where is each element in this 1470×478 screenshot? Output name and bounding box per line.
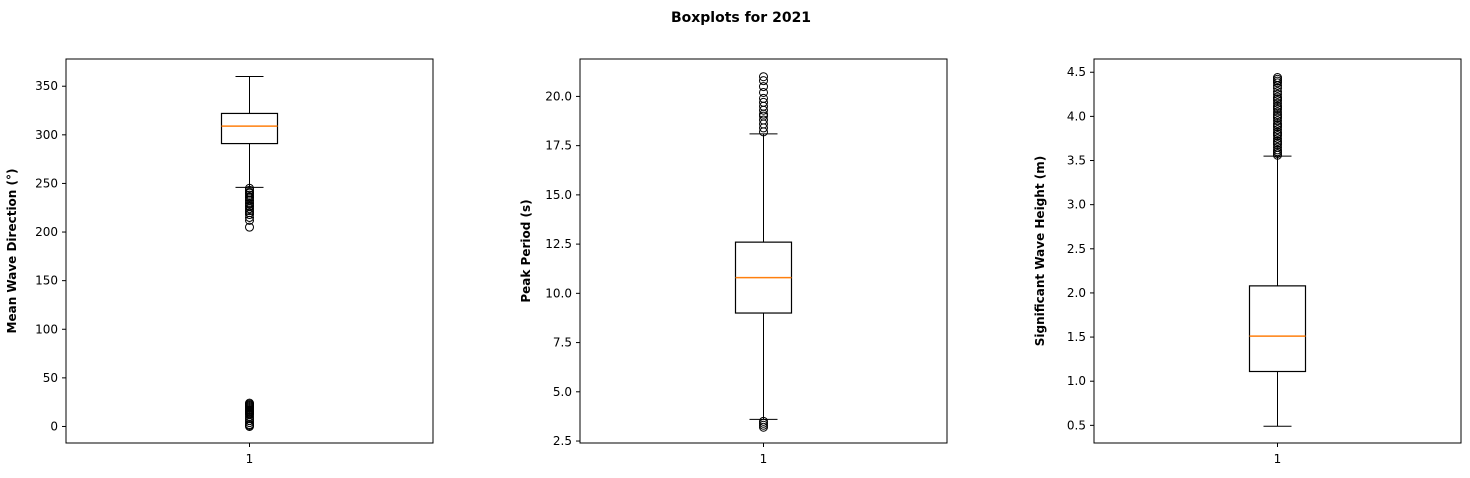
y-tick-label: 12.5 bbox=[545, 237, 572, 251]
outlier-point bbox=[1273, 95, 1282, 105]
outlier-point bbox=[245, 212, 254, 222]
outlier-point bbox=[1273, 83, 1282, 93]
y-tick-label: 4.0 bbox=[1067, 109, 1086, 123]
outlier-point bbox=[759, 127, 768, 137]
outlier-point bbox=[1273, 150, 1282, 160]
outlier-point bbox=[1273, 104, 1282, 114]
y-tick-label: 10.0 bbox=[545, 286, 572, 300]
outlier-point bbox=[1273, 87, 1282, 97]
subplot-3: 0.5 1.0 1.5 2.0 2.5 3.0 3.5 4.0 4.5 1 Significant … bbox=[1033, 58, 1462, 466]
figure-title: Boxplots for 2021 bbox=[671, 10, 811, 26]
outlier-point bbox=[245, 210, 254, 220]
y-tick-label: 20.0 bbox=[545, 89, 572, 103]
y-tick-label: 250 bbox=[35, 176, 58, 190]
outlier-point bbox=[245, 421, 254, 431]
outlier-point bbox=[1273, 125, 1282, 135]
subplot-1: 0 50 100 150 200 250 300 350 1 Mean Wave Directio… bbox=[5, 58, 434, 466]
outlier-point bbox=[1273, 113, 1282, 123]
y-tick-label: 2.0 bbox=[1067, 286, 1086, 300]
outlier-point bbox=[759, 72, 768, 82]
outlier-point bbox=[1273, 98, 1282, 108]
outlier-point bbox=[1273, 140, 1282, 150]
y-tick-label: 1.0 bbox=[1067, 374, 1086, 388]
y-axis-label: Mean Wave Direction (°) bbox=[5, 169, 19, 334]
y-tick-label: 50 bbox=[43, 371, 58, 385]
y-tick-label: 2.5 bbox=[1067, 242, 1086, 256]
x-tick-label: 1 bbox=[246, 452, 254, 466]
y-tick-label: 1.5 bbox=[1067, 330, 1086, 344]
y-tick-label: 2.5 bbox=[553, 434, 572, 448]
y-tick-label: 350 bbox=[35, 79, 58, 93]
outlier-point bbox=[759, 76, 768, 86]
outlier-point bbox=[759, 123, 768, 133]
y-tick-label: 4.5 bbox=[1067, 65, 1086, 79]
outlier-point bbox=[1273, 131, 1282, 141]
outlier-point bbox=[245, 215, 254, 225]
outlier-point bbox=[1273, 116, 1282, 126]
x-tick-label: 1 bbox=[760, 452, 768, 466]
iqr-box bbox=[1248, 285, 1307, 373]
y-tick-label: 0 bbox=[50, 419, 58, 433]
outlier-point bbox=[1273, 78, 1282, 88]
y-axis-label: Significant Wave Height (m) bbox=[1033, 156, 1047, 346]
subplots-group: 0 50 100 150 200 250 300 350 1 Mean Wave Directio… bbox=[5, 58, 1462, 466]
subplot-2: 2.5 5.0 7.5 10.0 12.5 15.0 17.5 20.0 1 Peak Perio… bbox=[519, 58, 948, 466]
outlier-point bbox=[759, 105, 768, 115]
outlier-point bbox=[245, 222, 254, 232]
y-tick-label: 200 bbox=[35, 225, 58, 239]
y-tick-label: 5.0 bbox=[553, 385, 572, 399]
y-tick-label: 15.0 bbox=[545, 188, 572, 202]
y-tick-label: 3.5 bbox=[1067, 154, 1086, 168]
outlier-point bbox=[759, 82, 768, 92]
outlier-point bbox=[759, 422, 768, 432]
outlier-point bbox=[759, 87, 768, 97]
outlier-point bbox=[1273, 80, 1282, 90]
outlier-point bbox=[1273, 133, 1282, 143]
iqr-box bbox=[220, 112, 279, 145]
outlier-point bbox=[1273, 122, 1282, 132]
y-axis-label: Peak Period (s) bbox=[519, 199, 533, 302]
outlier-point bbox=[1273, 107, 1282, 117]
outlier-point bbox=[1273, 89, 1282, 99]
x-tick-label: 1 bbox=[1274, 452, 1282, 466]
y-tick-label: 7.5 bbox=[553, 336, 572, 350]
y-tick-label: 0.5 bbox=[1067, 418, 1086, 432]
axes-frame bbox=[65, 58, 434, 444]
y-tick-label: 300 bbox=[35, 128, 58, 142]
y-tick-label: 150 bbox=[35, 274, 58, 288]
y-tick-label: 17.5 bbox=[545, 139, 572, 153]
y-tick-label: 3.0 bbox=[1067, 198, 1086, 212]
y-tick-label: 100 bbox=[35, 322, 58, 336]
